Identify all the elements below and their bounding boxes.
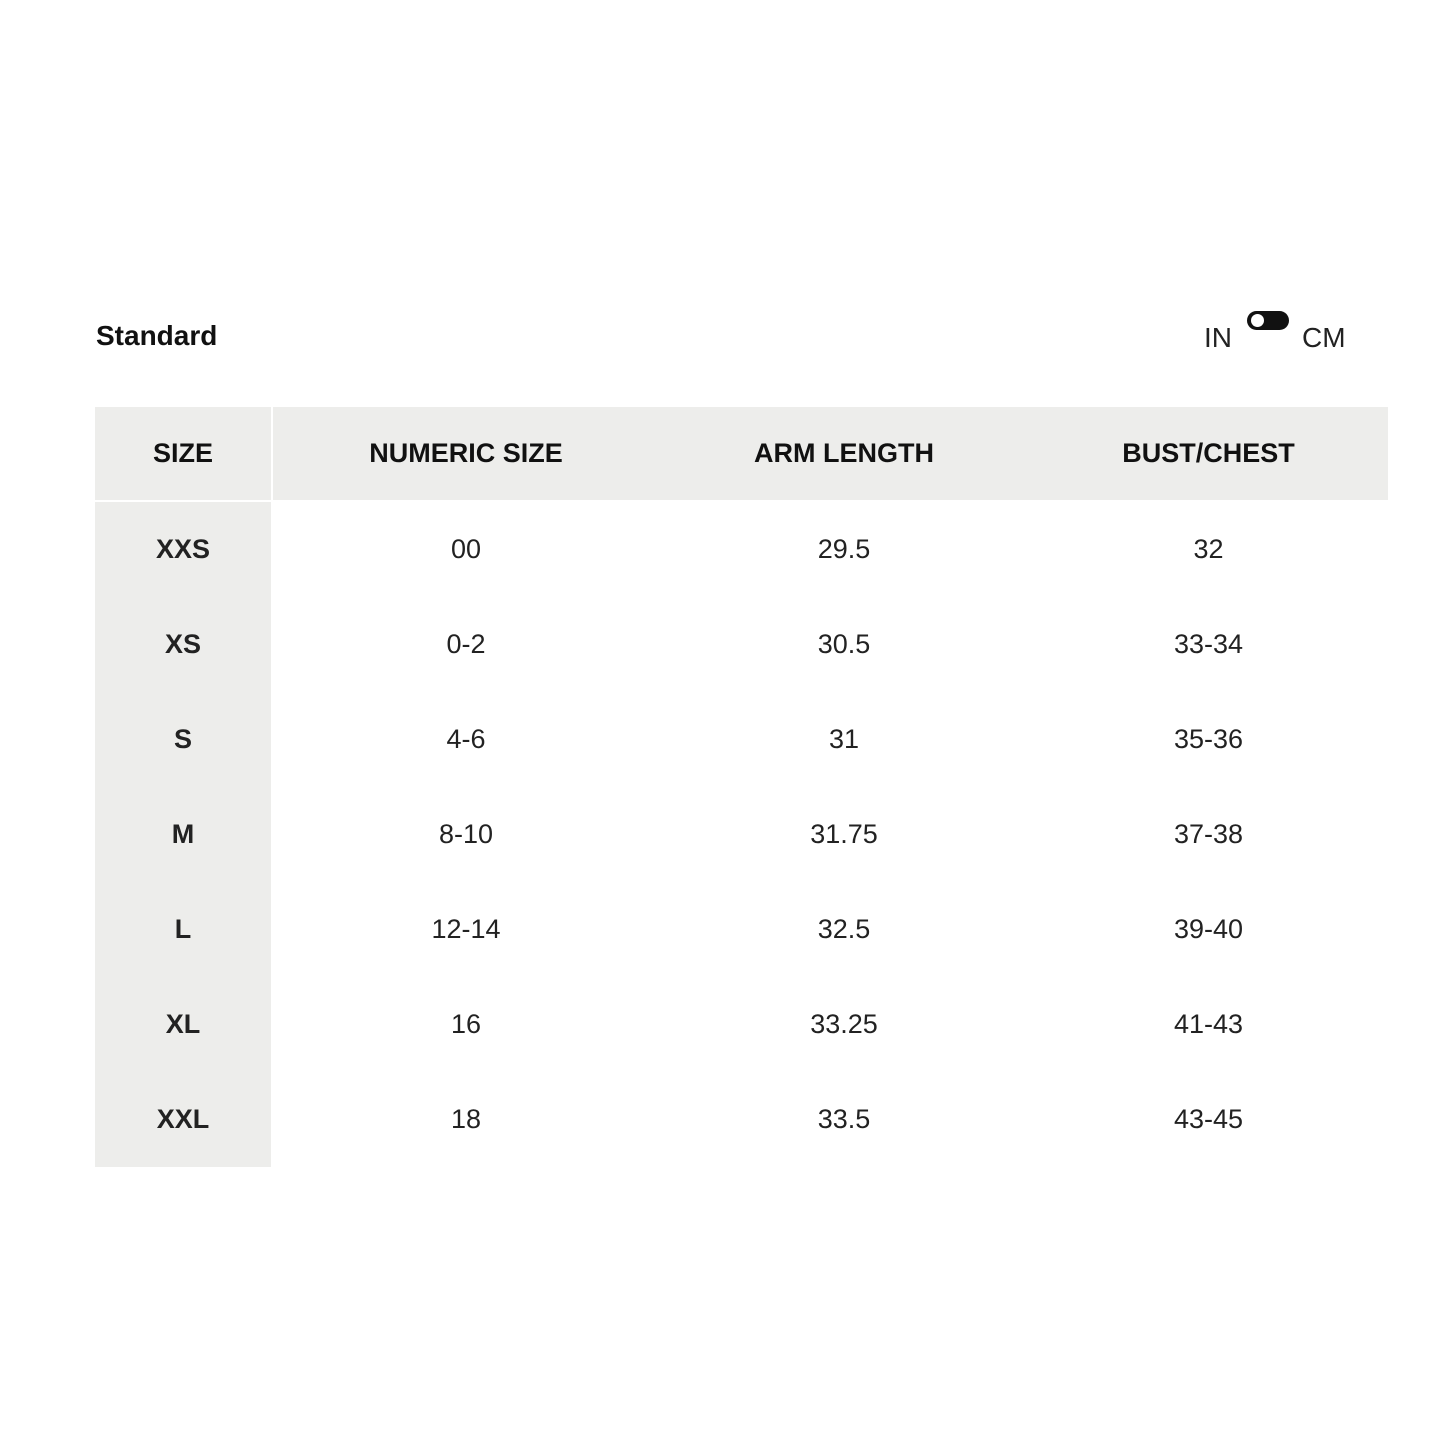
table-row: XXL 18 33.5 43-45 <box>95 1072 1388 1167</box>
table-row: XL 16 33.25 41-43 <box>95 977 1388 1072</box>
cell-size: M <box>95 787 273 882</box>
cell-bust-chest: 35-36 <box>1173 724 1244 754</box>
cell-arm-length: 32.5 <box>817 914 871 944</box>
table-row: L 12-14 32.5 39-40 <box>95 882 1388 977</box>
cell-bust-chest: 41-43 <box>1173 1009 1244 1039</box>
cell-size: L <box>95 882 273 977</box>
table-row: S 4-6 31 35-36 <box>95 692 1388 787</box>
cell-arm-length: 31.75 <box>810 819 878 849</box>
cell-numeric-size: 18 <box>450 1104 482 1134</box>
cell-numeric-size: 12-14 <box>431 914 501 944</box>
cell-numeric-size: 0-2 <box>446 629 486 659</box>
cell-arm-length: 33.5 <box>817 1104 871 1134</box>
cell-arm-length: 31 <box>828 724 860 754</box>
cell-bust-chest: 33-34 <box>1173 629 1244 659</box>
table-row: M 8-10 31.75 37-38 <box>95 787 1388 882</box>
table-row: XS 0-2 30.5 33-34 <box>95 597 1388 692</box>
unit-cm-label[interactable]: CM <box>1302 322 1346 353</box>
toggle-knob <box>1251 314 1264 327</box>
cell-size: S <box>95 692 273 787</box>
cell-numeric-size: 00 <box>450 534 482 564</box>
cell-numeric-size: 4-6 <box>446 724 486 754</box>
cell-size: XXL <box>95 1072 273 1167</box>
table-header-row: SIZE NUMERIC SIZE ARM LENGTH BUST/CHEST <box>95 407 1388 502</box>
size-chart-title: Standard <box>96 320 218 351</box>
cell-bust-chest: 32 <box>1193 534 1224 564</box>
size-table: SIZE NUMERIC SIZE ARM LENGTH BUST/CHEST … <box>95 407 1388 1167</box>
unit-in-label[interactable]: IN <box>1204 322 1232 353</box>
unit-switch: IN CM <box>1204 308 1354 358</box>
header-bust-chest: BUST/CHEST <box>1029 407 1388 502</box>
cell-bust-chest: 43-45 <box>1173 1104 1244 1134</box>
header-size: SIZE <box>95 407 273 502</box>
cell-numeric-size: 8-10 <box>438 819 494 849</box>
table-row: XXS 00 29.5 32 <box>95 502 1388 597</box>
cell-bust-chest: 39-40 <box>1173 914 1244 944</box>
cell-size: XS <box>95 597 273 692</box>
cell-arm-length: 30.5 <box>817 629 871 659</box>
cell-numeric-size: 16 <box>450 1009 482 1039</box>
cell-bust-chest: 37-38 <box>1173 819 1244 849</box>
cell-arm-length: 29.5 <box>817 534 871 564</box>
header-arm-length: ARM LENGTH <box>659 407 1029 502</box>
unit-toggle[interactable] <box>1247 311 1289 330</box>
cell-size: XL <box>95 977 273 1072</box>
cell-size: XXS <box>95 502 273 597</box>
cell-arm-length: 33.25 <box>810 1009 878 1039</box>
header-numeric-size: NUMERIC SIZE <box>273 407 659 502</box>
